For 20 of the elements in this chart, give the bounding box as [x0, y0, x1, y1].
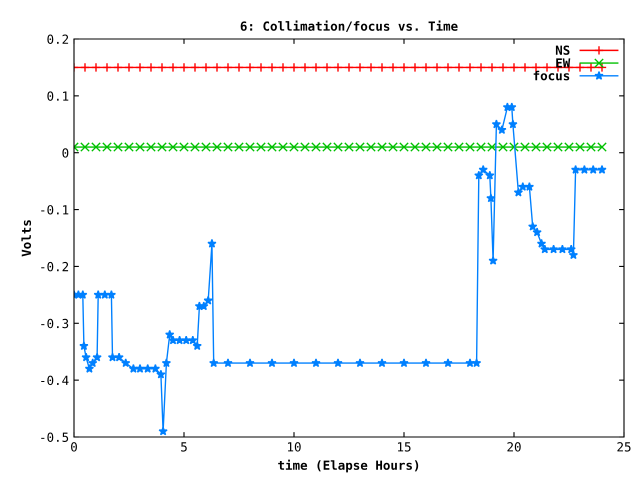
x-tick-label: 5 [181, 442, 187, 452]
legend-label: EW [556, 58, 570, 68]
x-tick-label: 20 [507, 442, 521, 452]
x-tick-label: 15 [398, 442, 411, 452]
legend-label: focus [534, 70, 570, 80]
y-tick-label: 0.2 [47, 34, 68, 44]
y-tick-label: 0.1 [47, 91, 68, 101]
legend-label: NS [556, 45, 570, 55]
x-tick-label: 10 [288, 442, 301, 452]
x-tick-label: 0 [71, 442, 77, 452]
y-tick-label: -0.4 [41, 376, 69, 386]
x-axis-title: time (Elapse Hours) [278, 460, 418, 472]
y-tick-label: -0.3 [41, 318, 68, 328]
y-tick-label: -0.2 [41, 262, 68, 272]
x-tick-label: 25 [617, 442, 631, 452]
y-tick-label: -0.5 [41, 432, 68, 442]
chart-title: 6: Collimation/focus vs. Time [240, 20, 458, 32]
y-tick-label: -0.1 [41, 205, 68, 215]
y-axis-title: Volts [21, 220, 32, 256]
y-tick-label: 0 [62, 148, 68, 158]
